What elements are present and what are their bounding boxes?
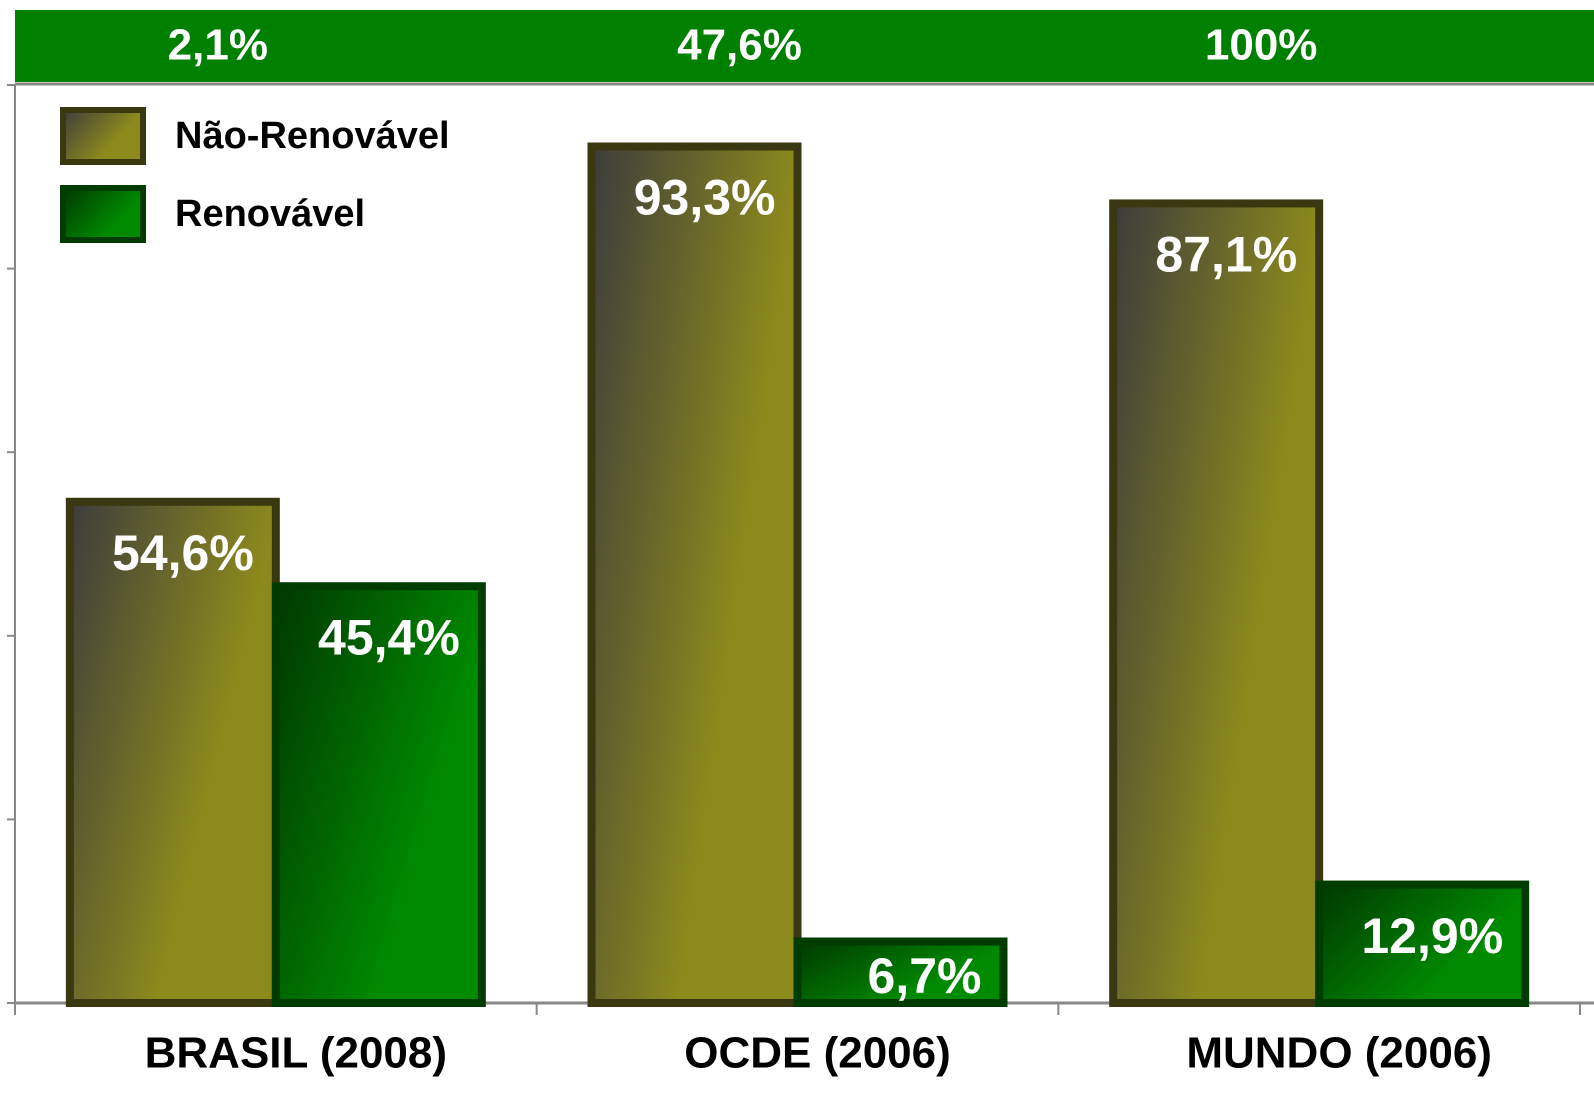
- x-tick-label: BRASIL (2008): [145, 1029, 447, 1078]
- value-label: 12,9%: [1361, 908, 1503, 964]
- value-label: 45,4%: [318, 609, 460, 665]
- x-tick-label: MUNDO (2006): [1186, 1029, 1492, 1078]
- bar: [65, 497, 280, 1007]
- legend-swatch: [60, 185, 146, 243]
- banner-label: 2,1%: [168, 21, 268, 70]
- legend-swatch: [60, 107, 146, 165]
- banner: [15, 10, 1594, 82]
- value-label: 6,7%: [868, 948, 982, 1004]
- bar: [793, 937, 1008, 1008]
- bar: [1315, 880, 1530, 1007]
- value-label: 87,1%: [1155, 227, 1297, 283]
- x-tick-label: OCDE (2006): [684, 1029, 951, 1078]
- legend-label: Renovável: [175, 193, 365, 235]
- legend-label: Não-Renovável: [175, 115, 450, 157]
- banner-label: 47,6%: [677, 21, 802, 70]
- bar: [587, 142, 802, 1008]
- bar: [1109, 199, 1324, 1007]
- value-label: 54,6%: [112, 525, 254, 581]
- value-label: 93,3%: [634, 170, 776, 226]
- banner-label: 100%: [1205, 21, 1318, 70]
- bar: [271, 582, 486, 1008]
